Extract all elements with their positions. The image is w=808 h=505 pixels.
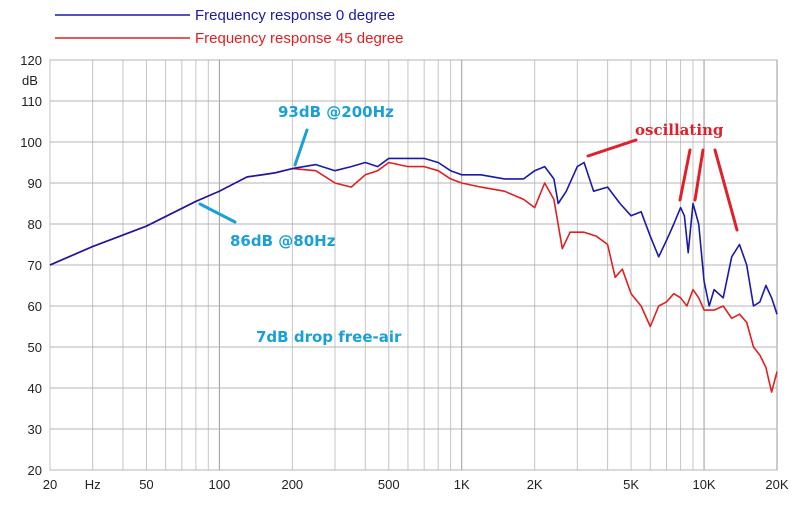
annotation-drop: 7dB drop free-air bbox=[256, 328, 402, 346]
y-tick-label: 120 bbox=[20, 53, 42, 68]
y-tick-label: 80 bbox=[28, 217, 42, 232]
y-tick-label: 100 bbox=[20, 135, 42, 150]
y-tick-label: 30 bbox=[28, 422, 42, 437]
y-tick-label: 110 bbox=[21, 94, 42, 109]
x-tick-label: 20K bbox=[765, 477, 788, 492]
y-axis-label: dB bbox=[22, 73, 38, 88]
annotation-93db: 93dB @200Hz bbox=[278, 103, 394, 121]
series-lines bbox=[49, 157, 778, 393]
annotation-oscillating: oscillating bbox=[635, 121, 724, 139]
oscillating-pointer-3 bbox=[693, 148, 705, 202]
x-tick-label: 500 bbox=[378, 477, 400, 492]
annotation-93db-pointer bbox=[293, 128, 309, 167]
oscillating-pointer-4 bbox=[713, 148, 739, 232]
y-tick-label: 40 bbox=[28, 381, 42, 396]
annotation-86db-pointer bbox=[198, 202, 237, 224]
y-tick-label: 70 bbox=[28, 258, 42, 273]
grid-lines bbox=[49, 59, 778, 471]
annotation-86db: 86dB @80Hz bbox=[230, 232, 336, 250]
x-tick-label: 100 bbox=[209, 477, 231, 492]
y-tick-label: 20 bbox=[28, 463, 42, 478]
y-tick-label: 90 bbox=[28, 176, 42, 191]
x-tick-label: 1K bbox=[454, 477, 470, 492]
x-tick-label: 200 bbox=[281, 477, 303, 492]
series-line-0-degree bbox=[49, 157, 778, 315]
y-tick-label: 60 bbox=[28, 299, 42, 314]
y-tick-label: 50 bbox=[28, 340, 42, 355]
legend-label-45-degree: Frequency response 45 degree bbox=[195, 30, 403, 47]
x-tick-label: 10K bbox=[692, 477, 715, 492]
oscillating-pointer-2 bbox=[678, 148, 692, 202]
y-tick-labels: 20 30 40 50 60 70 80 90 100 110 120 bbox=[20, 53, 42, 478]
x-tick-label: Hz bbox=[85, 477, 101, 492]
series-line-45-degree bbox=[49, 161, 778, 393]
x-tick-label: 2K bbox=[527, 477, 543, 492]
x-tick-labels: 20 Hz 50 100 200 500 1K 2K 5K 10K 20K bbox=[43, 477, 789, 492]
oscillating-pointer-1 bbox=[586, 138, 638, 158]
x-tick-label: 50 bbox=[139, 477, 153, 492]
x-tick-label: 20 bbox=[43, 477, 57, 492]
x-tick-label: 5K bbox=[623, 477, 639, 492]
legend-label-0-degree: Frequency response 0 degree bbox=[195, 7, 395, 24]
